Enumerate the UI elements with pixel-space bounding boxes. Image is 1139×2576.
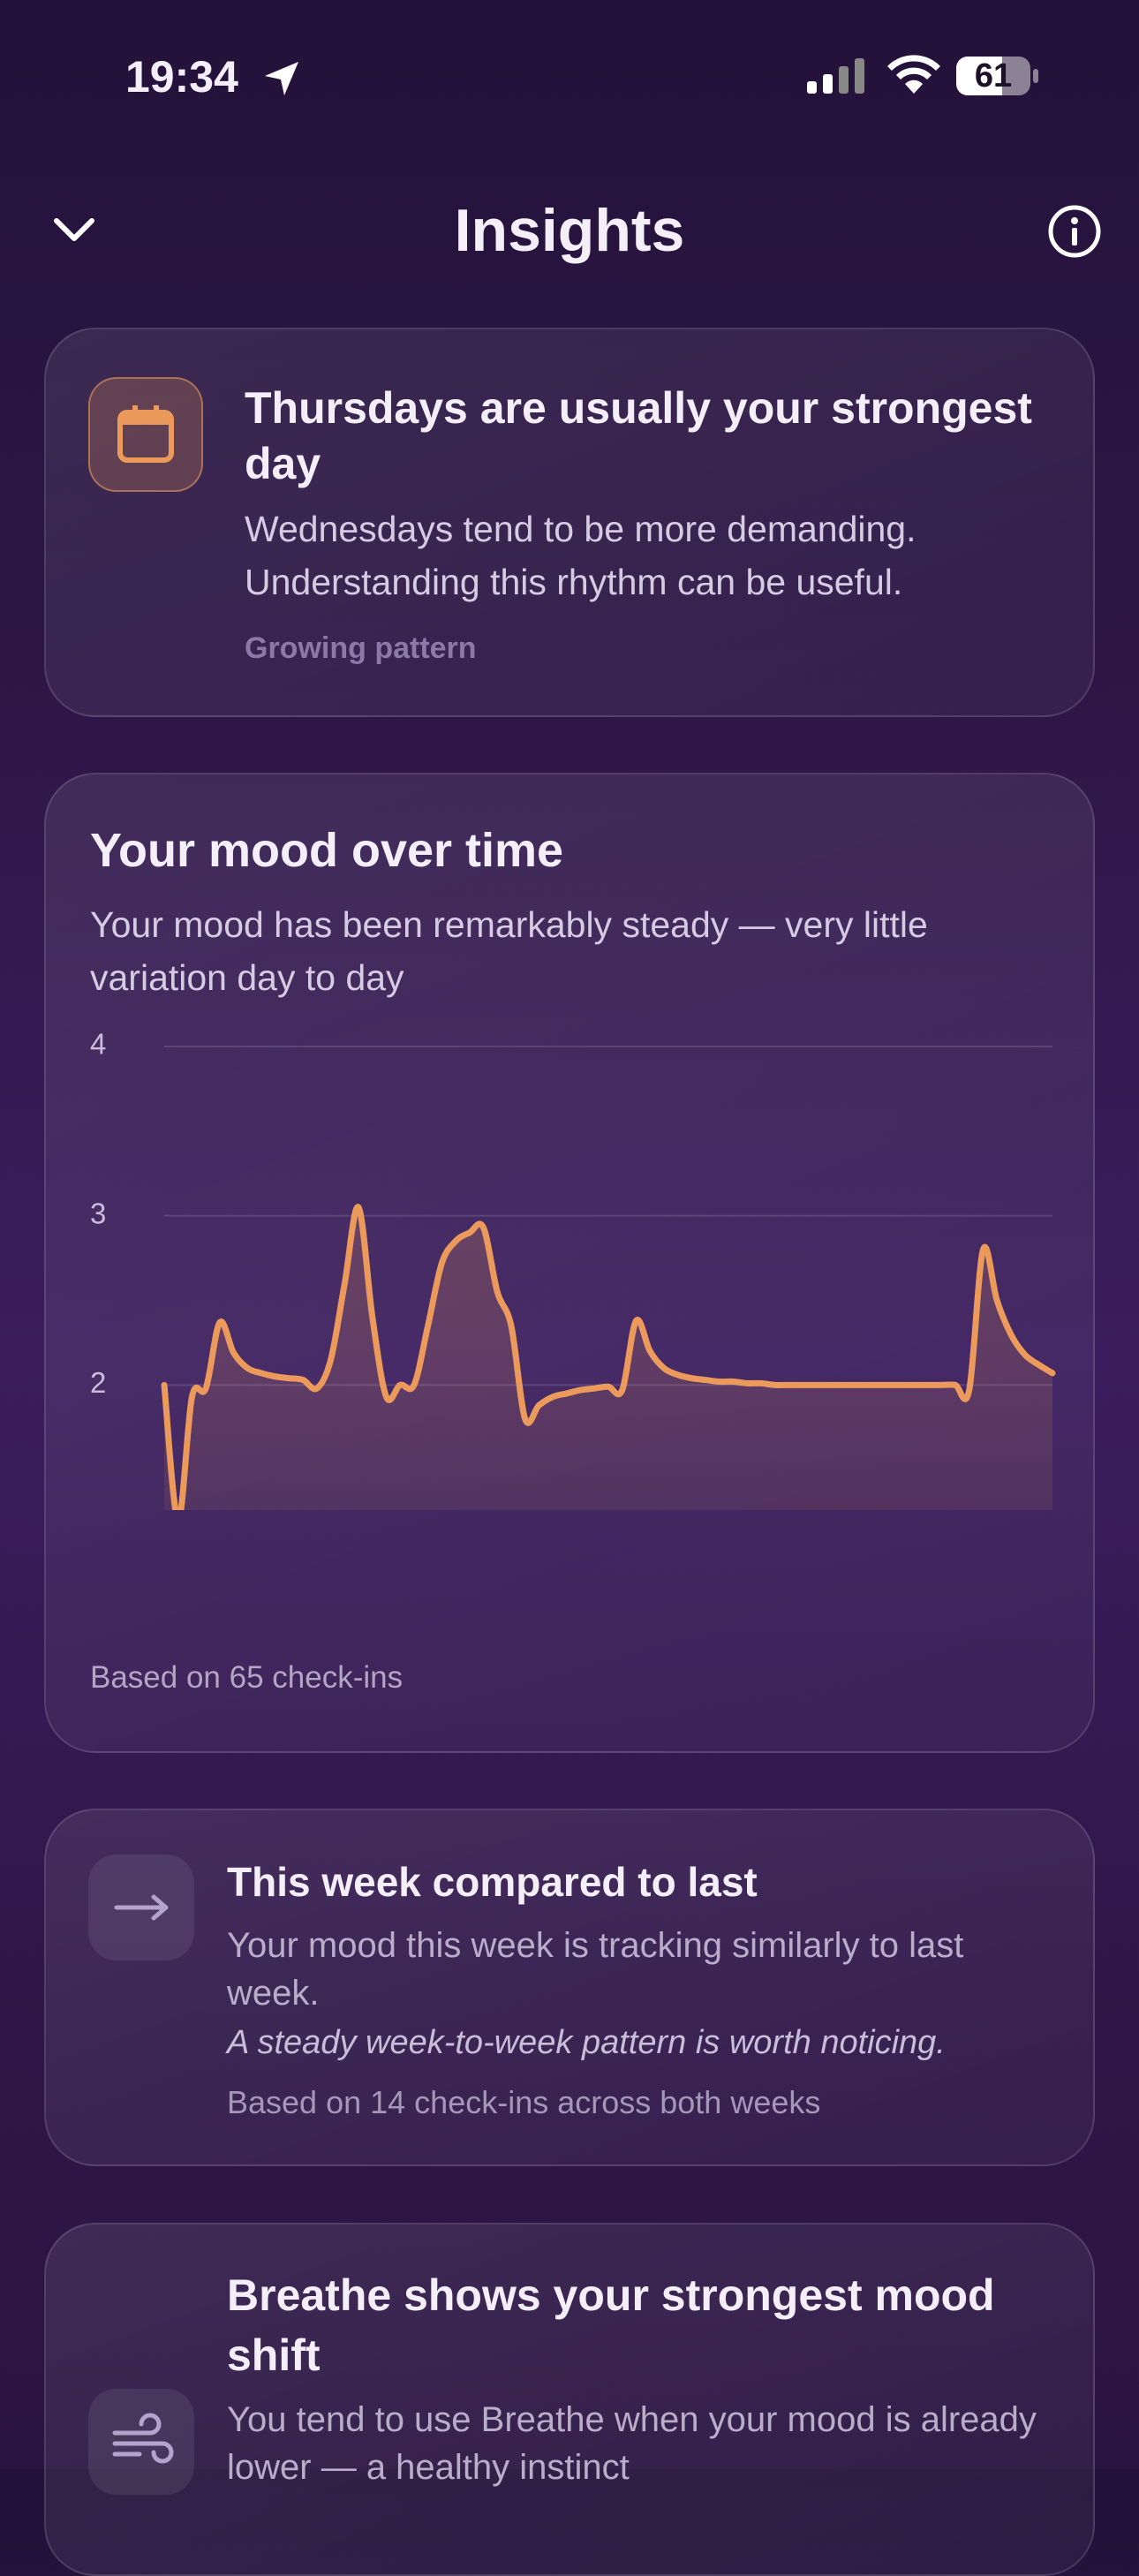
card-body: Wednesdays tend to be more demanding. Un… [245, 509, 916, 602]
chart-subtitle: Your mood has been remarkably steady — v… [90, 904, 928, 998]
signal-icon [807, 58, 864, 94]
card-note: A steady week-to-week pattern is worth n… [227, 2024, 946, 2061]
page-title: Insights [454, 197, 685, 264]
back-chevron[interactable] [51, 212, 97, 247]
battery-level: 61 [974, 57, 1013, 94]
week-card: This week compared to last Your mood thi… [44, 1809, 1095, 2166]
mood-card: Your mood over time Your mood has been r… [44, 773, 1095, 1753]
card-body: Your mood this week is tracking similarl… [227, 1926, 964, 2013]
wind-icon [112, 2413, 174, 2464]
pattern-card: Thursdays are usually your strongest day… [44, 328, 1095, 717]
card-title: Thursdays are usually your strongest day [245, 383, 1032, 488]
y-tick-label: 4 [90, 1028, 106, 1061]
card-body: You tend to use Breathe when your mood i… [227, 2400, 1037, 2487]
arrow-icon-box [88, 1855, 194, 1960]
area [164, 1207, 1052, 1510]
card-footnote: Based on 14 check-ins across both weeks [227, 2084, 821, 2120]
calendar-icon-box [88, 377, 203, 492]
status-time: 19:34 [125, 52, 238, 102]
info-button[interactable] [1047, 204, 1102, 259]
location-icon [265, 62, 298, 95]
arrow-icon [114, 1894, 169, 1921]
card-tag: Growing pattern [245, 631, 477, 665]
y-tick-label: 2 [90, 1366, 106, 1399]
chart-title: Your mood over time [90, 824, 564, 877]
battery [956, 57, 1030, 95]
card-title: This week compared to last [227, 1859, 758, 1905]
battery-tip [1033, 69, 1038, 83]
chart-footnote: Based on 65 check-ins [90, 1660, 404, 1695]
card-title: Breathe shows your strongest mood shift [227, 2270, 995, 2380]
activity-card: Breathe shows your strongest mood shift … [44, 2223, 1095, 2576]
wind-icon-box [88, 2389, 194, 2495]
calendar-icon [117, 405, 174, 463]
line [161, 1204, 1056, 1510]
y-tick-label: 3 [90, 1197, 106, 1229]
wifi-icon [887, 55, 940, 94]
mood-chart: 12342 Jun13 Jun24 Jun5 Jul16 Jul27 Jul5 … [90, 1028, 1056, 1510]
